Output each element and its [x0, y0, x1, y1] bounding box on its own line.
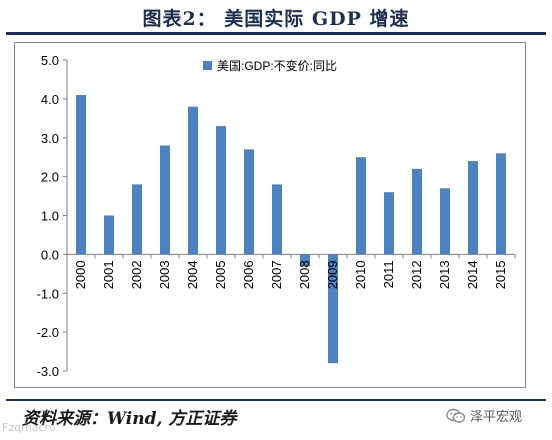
y-tick-label: 0.0 — [41, 247, 59, 262]
bar-2006 — [244, 149, 254, 255]
bar-2012 — [412, 168, 422, 255]
bar-2008 — [300, 254, 310, 267]
legend-label: 美国:GDP:不变价:同比 — [217, 58, 337, 73]
x-tick-label: 2013 — [437, 260, 452, 289]
source-rule — [6, 399, 546, 401]
source-note: 资料来源：Wind, 方正证券 — [22, 409, 237, 429]
y-tick-label: 3.0 — [41, 131, 59, 146]
x-tick-label: 2015 — [493, 260, 508, 289]
x-tick-label: 2004 — [185, 260, 200, 289]
bar-2005 — [216, 126, 226, 255]
y-tick-label: 5.0 — [41, 53, 59, 68]
y-tick-label: -2.0 — [37, 325, 59, 340]
y-tick-label: 1.0 — [41, 209, 59, 224]
bar-2003 — [160, 145, 170, 255]
legend-swatch — [203, 61, 212, 70]
x-tick-label: 2002 — [129, 260, 144, 289]
bar-2013 — [440, 188, 450, 255]
x-tick-label: 2012 — [409, 260, 424, 289]
x-tick-label: 2008 — [297, 260, 312, 289]
wechat-icon — [446, 408, 466, 424]
bar-2002 — [132, 184, 142, 255]
bar-2007 — [272, 184, 282, 255]
x-tick-label: 2009 — [325, 260, 340, 289]
chart-frame: 5.0 4.0 3.0 2.0 1.0 0.0 -1.0 -2.0 -3.0 2000 2001 20… — [14, 42, 526, 388]
x-tick-label: 2003 — [157, 260, 172, 289]
x-tick-label: 2010 — [353, 260, 368, 289]
x-tick-label: 2000 — [73, 260, 88, 289]
figure-title: 图表2： 美国实际 GDP 增速 — [142, 8, 410, 30]
watermark-left: Fzqmacro — [2, 421, 56, 434]
y-tick-label: -3.0 — [37, 364, 59, 379]
x-tick-label: 2006 — [241, 260, 256, 289]
watermark-right-label: 泽平宏观 — [470, 410, 523, 425]
x-tick-label: 2014 — [465, 260, 480, 289]
title-rule — [6, 32, 546, 35]
bar-2011 — [384, 192, 394, 255]
x-tick-label: 2001 — [101, 260, 116, 289]
bar-2000 — [76, 94, 86, 255]
bar-2004 — [188, 106, 198, 255]
bar-2009 — [328, 254, 338, 364]
bar-2010 — [356, 157, 366, 255]
x-tick-label: 2011 — [381, 260, 396, 288]
x-tick-label: 2007 — [269, 260, 284, 289]
y-tick-label: 4.0 — [41, 92, 59, 107]
y-tick-label: -1.0 — [37, 286, 59, 301]
y-tick-label: 2.0 — [41, 170, 59, 185]
bar-chart: 5.0 4.0 3.0 2.0 1.0 0.0 -1.0 -2.0 -3.0 2000 2001 20… — [37, 53, 516, 379]
x-tick-label: 2005 — [213, 260, 228, 289]
bar-2015 — [496, 153, 506, 255]
bar-2001 — [104, 215, 114, 255]
watermark-right: 泽平宏观 — [446, 406, 522, 425]
bar-2014 — [468, 161, 478, 255]
